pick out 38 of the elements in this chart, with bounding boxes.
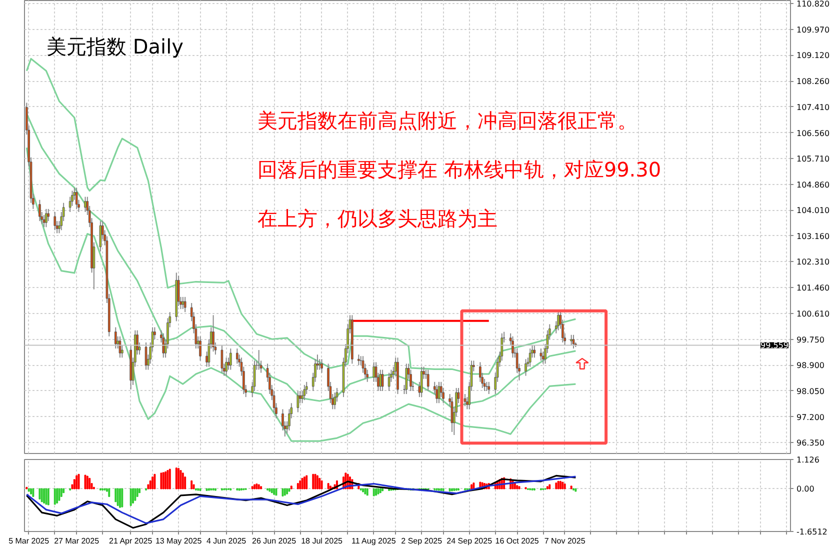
text: 美元指数 Daily xyxy=(46,34,184,58)
annotation: 在上方，仍以多头思路为主 xyxy=(258,206,498,230)
x-tick-label: 24 Sep 2025 xyxy=(446,536,493,546)
y-tick-label: -1.6512 xyxy=(796,528,828,536)
y-tick-label: 107.410 xyxy=(796,103,830,112)
y-tick-label: 105.710 xyxy=(796,154,830,164)
y-tick-label: 100.610 xyxy=(796,309,830,318)
y-tick-label: 98.900 xyxy=(796,361,824,370)
y-tick-label: 104.860 xyxy=(796,180,830,190)
ref-line-label: 99.559 xyxy=(760,341,789,350)
y-tick-label: 98.050 xyxy=(796,386,824,396)
y-tick-label: 104.010 xyxy=(796,206,830,216)
y-tick-label: 99.750 xyxy=(796,335,824,344)
x-tick-label: 13 May 2025 xyxy=(155,536,202,546)
y-tick-label: 96.350 xyxy=(796,438,824,448)
x-tick-label: 26 Jun 2025 xyxy=(252,536,297,546)
y-tick-label: 106.560 xyxy=(796,128,830,138)
x-tick-label: 18 Jul 2025 xyxy=(301,536,344,546)
annotation: 回落后的重要支撑在 布林线中轨，对应99.30 xyxy=(258,158,662,182)
y-tick-label: 108.260 xyxy=(796,77,830,86)
y-tick-label: 1.126 xyxy=(796,456,820,464)
y-tick-label: 109.970 xyxy=(796,25,830,34)
x-tick-label: 7 Nov 2025 xyxy=(544,536,586,546)
x-tick-label: 11 Aug 2025 xyxy=(351,536,396,546)
y-tick-label: 97.200 xyxy=(796,412,824,422)
x-tick-label: 21 Apr 2025 xyxy=(109,536,153,546)
y-tick-label: 103.160 xyxy=(796,232,830,241)
y-tick-label: 110.820 xyxy=(796,0,830,9)
annotation: 美元指数在前高点附近，冲高回落很正常。 xyxy=(258,108,638,132)
y-tick-label: 0.00 xyxy=(796,484,814,494)
x-tick-label: 4 Jun 2025 xyxy=(206,536,247,546)
x-tick-label: 27 Mar 2025 xyxy=(54,536,100,546)
y-tick-label: 102.310 xyxy=(796,258,830,267)
x-tick-label: 16 Oct 2025 xyxy=(495,536,540,546)
x-tick-label: 5 Mar 2025 xyxy=(8,536,50,546)
y-tick-label: 109.120 xyxy=(796,51,830,60)
y-tick-label: 101.460 xyxy=(796,284,830,293)
x-tick-label: 2 Sep 2025 xyxy=(401,536,443,546)
